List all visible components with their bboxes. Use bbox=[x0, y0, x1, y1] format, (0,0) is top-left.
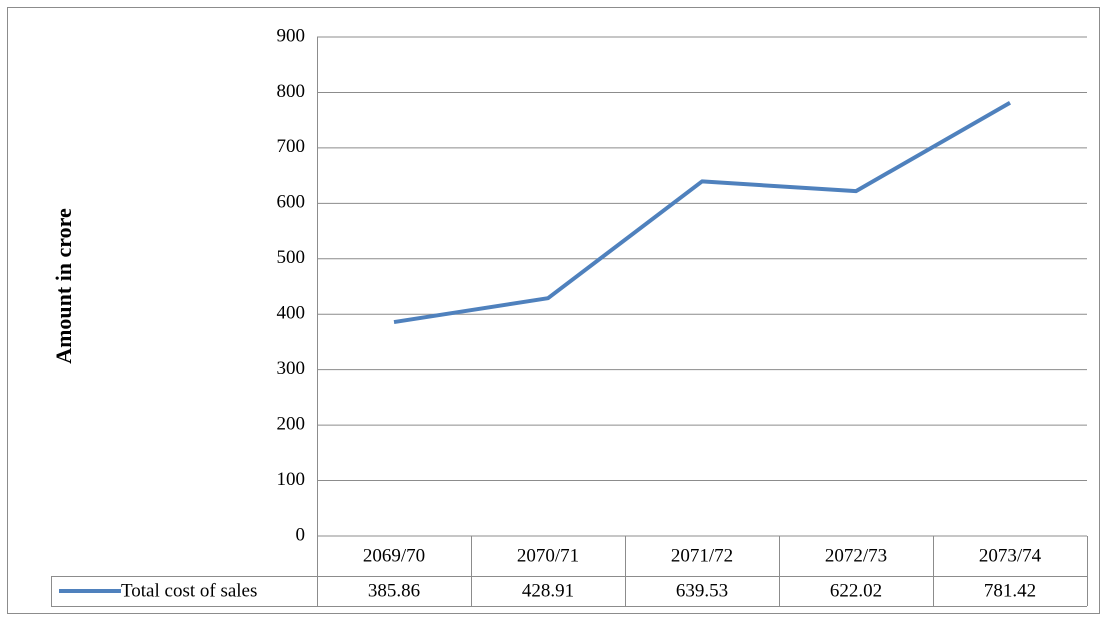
legend-label: Total cost of sales bbox=[121, 580, 257, 601]
table-value: 781.42 bbox=[984, 580, 1036, 601]
y-tick-label: 800 bbox=[277, 81, 306, 102]
y-axis-label: Amount in crore bbox=[51, 208, 76, 364]
x-tick-label: 2073/74 bbox=[979, 545, 1042, 566]
table-value: 639.53 bbox=[676, 580, 728, 601]
table-value: 428.91 bbox=[522, 580, 574, 601]
x-tick-label: 2070/71 bbox=[517, 545, 579, 566]
y-tick-label: 700 bbox=[277, 136, 306, 157]
series-line bbox=[393, 101, 1011, 325]
x-tick-label: 2069/70 bbox=[363, 545, 425, 566]
y-tick-label: 600 bbox=[277, 192, 306, 213]
y-tick-label: 400 bbox=[277, 303, 306, 324]
y-tick-label: 200 bbox=[277, 413, 306, 434]
chart-border bbox=[7, 7, 1100, 614]
y-tick-label: 500 bbox=[277, 247, 306, 268]
x-tick-label: 2072/73 bbox=[825, 545, 887, 566]
table-value: 385.86 bbox=[368, 580, 420, 601]
y-tick-label: 0 bbox=[296, 524, 306, 545]
x-tick-label: 2071/72 bbox=[671, 545, 733, 566]
y-tick-label: 300 bbox=[277, 358, 306, 379]
y-tick-label: 100 bbox=[277, 469, 306, 490]
y-tick-label: 900 bbox=[277, 25, 306, 46]
table-value: 622.02 bbox=[830, 580, 882, 601]
